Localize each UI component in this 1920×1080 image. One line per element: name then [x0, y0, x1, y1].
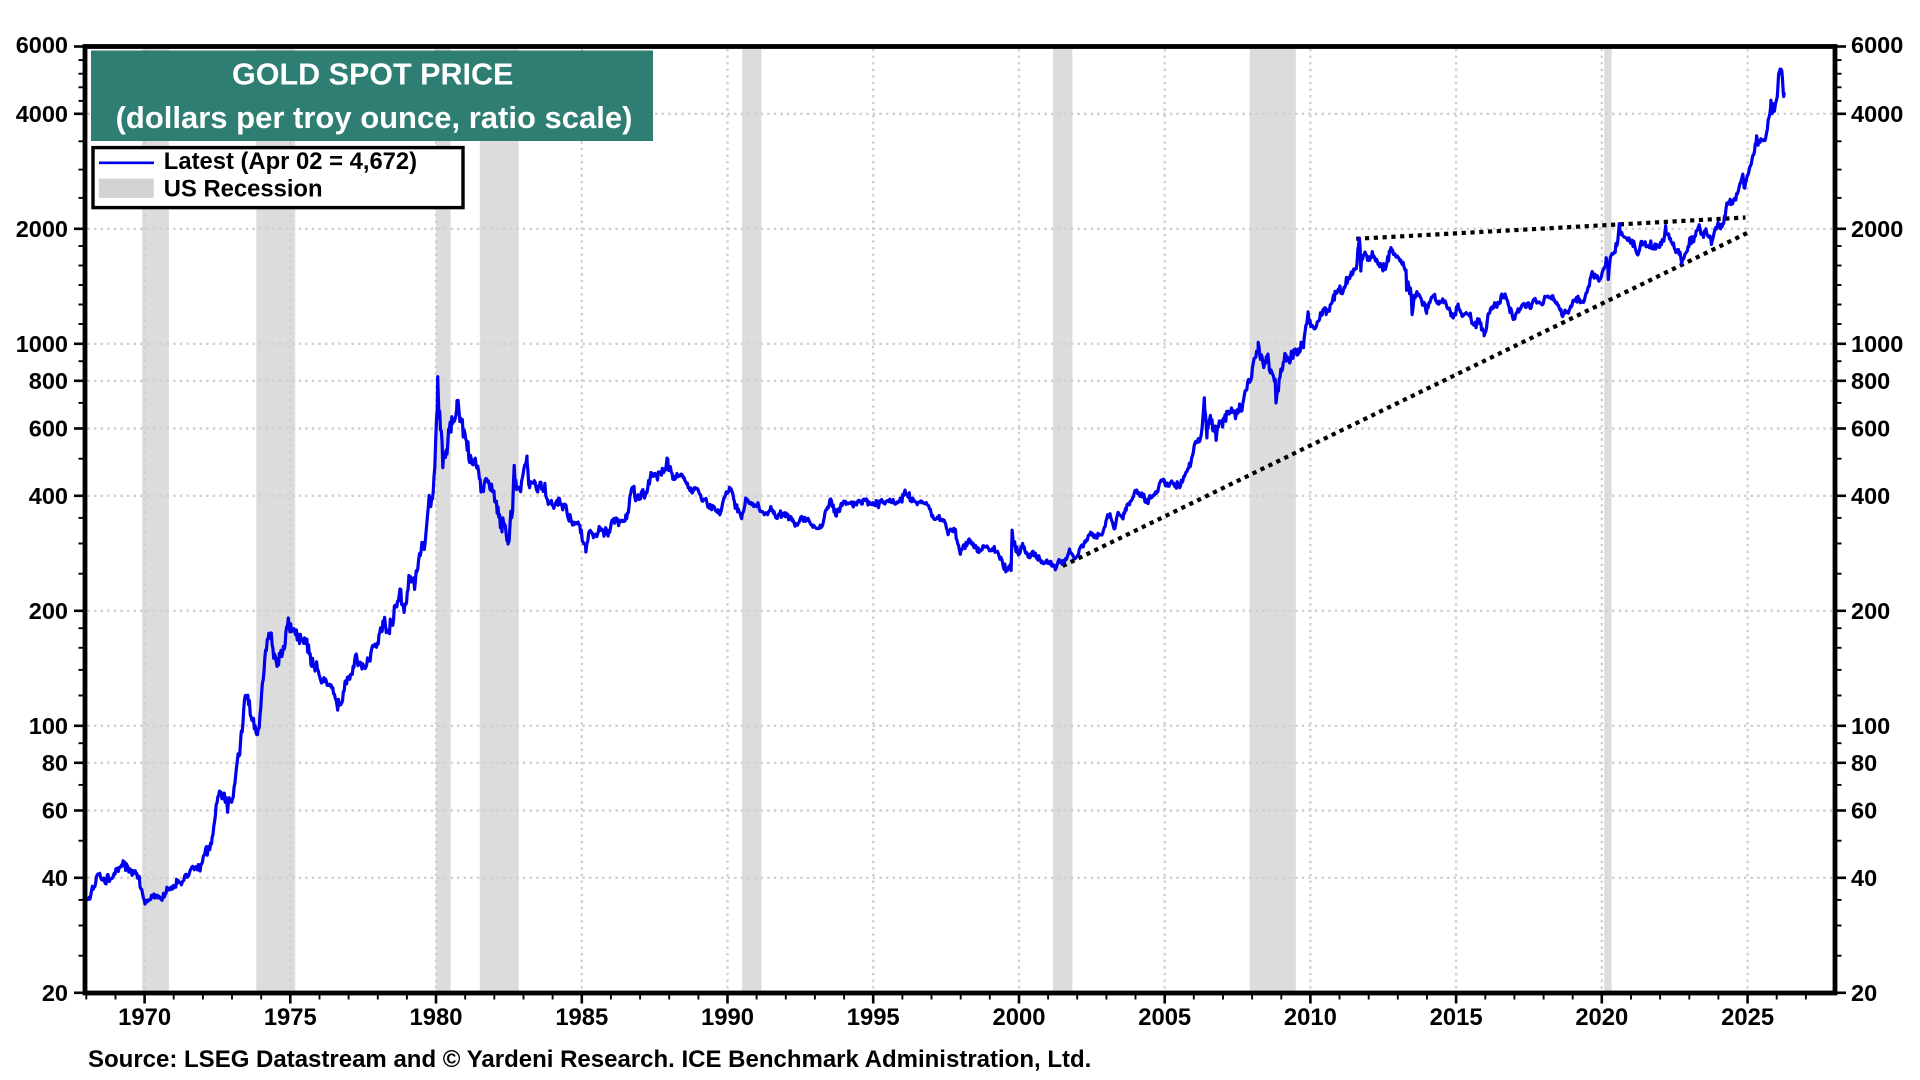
- svg-text:Source: LSEG Datastream and ©: Source: LSEG Datastream and © Yardeni Re…: [88, 1046, 1091, 1073]
- svg-text:GOLD SPOT PRICE: GOLD SPOT PRICE: [232, 58, 513, 92]
- svg-text:6000: 6000: [16, 32, 68, 58]
- svg-text:100: 100: [29, 713, 68, 739]
- svg-text:2005: 2005: [1138, 1004, 1191, 1031]
- svg-text:40: 40: [42, 865, 68, 891]
- svg-text:4000: 4000: [16, 101, 68, 127]
- svg-text:1995: 1995: [847, 1004, 900, 1031]
- svg-text:1990: 1990: [701, 1004, 754, 1031]
- svg-text:2010: 2010: [1284, 1004, 1337, 1031]
- svg-text:1980: 1980: [410, 1004, 463, 1031]
- svg-text:60: 60: [1851, 798, 1877, 824]
- svg-text:60: 60: [42, 798, 68, 824]
- svg-text:600: 600: [1851, 416, 1890, 442]
- svg-text:2000: 2000: [1851, 216, 1903, 242]
- svg-text:100: 100: [1851, 713, 1890, 739]
- svg-text:2020: 2020: [1575, 1004, 1628, 1031]
- svg-text:US Recession: US Recession: [164, 176, 323, 203]
- svg-text:2015: 2015: [1430, 1004, 1483, 1031]
- svg-text:200: 200: [29, 598, 68, 624]
- svg-text:800: 800: [29, 368, 68, 394]
- svg-text:800: 800: [1851, 368, 1890, 394]
- svg-text:1000: 1000: [1851, 331, 1903, 357]
- svg-text:20: 20: [42, 980, 68, 1006]
- svg-text:1985: 1985: [555, 1004, 608, 1031]
- svg-text:1000: 1000: [16, 331, 68, 357]
- svg-text:400: 400: [1851, 483, 1890, 509]
- svg-text:6000: 6000: [1851, 32, 1903, 58]
- svg-text:(dollars per troy ounce, ratio: (dollars per troy ounce, ratio scale): [116, 100, 633, 135]
- svg-text:2000: 2000: [16, 216, 68, 242]
- svg-text:400: 400: [29, 483, 68, 509]
- svg-text:2025: 2025: [1721, 1004, 1774, 1031]
- svg-text:1975: 1975: [264, 1004, 317, 1031]
- svg-text:1970: 1970: [118, 1004, 171, 1031]
- svg-text:200: 200: [1851, 598, 1890, 624]
- svg-text:4000: 4000: [1851, 101, 1903, 127]
- svg-text:2000: 2000: [993, 1004, 1046, 1031]
- svg-text:20: 20: [1851, 980, 1877, 1006]
- svg-text:Latest (Apr 02 = 4,672): Latest (Apr 02 = 4,672): [164, 148, 417, 175]
- svg-text:80: 80: [42, 750, 68, 776]
- svg-text:600: 600: [29, 416, 68, 442]
- svg-text:40: 40: [1851, 865, 1877, 891]
- svg-text:80: 80: [1851, 750, 1877, 776]
